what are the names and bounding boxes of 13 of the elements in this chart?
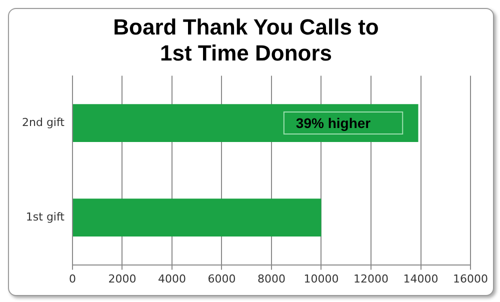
x-tick-label: 10000 [304,272,339,286]
x-tick-label: 8000 [257,272,286,286]
y-tick-label: 2nd gift [22,116,66,129]
y-tick-label: 1st gift [26,210,66,224]
x-tick-label: 14000 [403,272,438,286]
chart-title: Board Thank You Calls to 1st Time Donors [113,14,379,66]
x-tick-label: 16000 [453,272,488,286]
x-tick-label: 0 [68,272,76,286]
x-tick-label: 4000 [158,272,186,286]
x-tick-label: 6000 [208,272,236,286]
annotation: 39% higher [296,114,372,131]
x-tick-label: 12000 [354,272,388,286]
x-tick-label: 2000 [108,272,136,286]
